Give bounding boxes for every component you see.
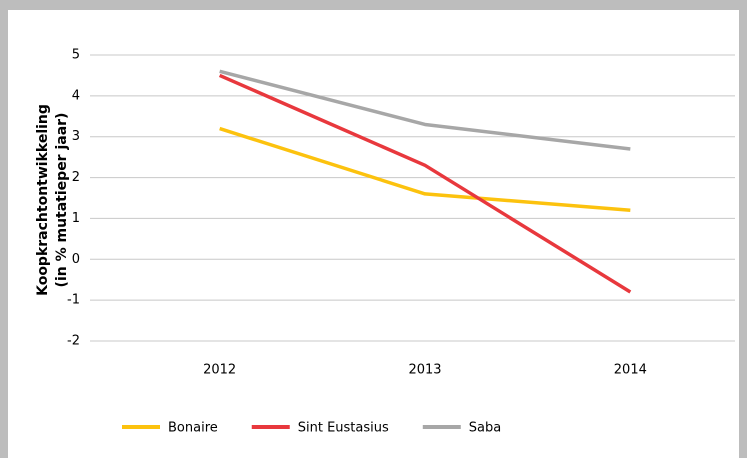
y-axis-label: (in % mutatieper jaar) bbox=[54, 113, 70, 288]
y-tick-label: 2 bbox=[72, 170, 80, 185]
legend-label: Bonaire bbox=[168, 421, 218, 436]
x-tick-label: 2012 bbox=[203, 363, 236, 378]
x-tick-label: 2014 bbox=[614, 363, 647, 378]
y-tick-label: 0 bbox=[72, 252, 80, 267]
y-axis-label: Koopkrachtontwikkeling bbox=[35, 104, 51, 296]
frame-left bbox=[0, 0, 8, 458]
series-line bbox=[219, 69, 631, 151]
frame-right bbox=[739, 0, 747, 458]
frame-top bbox=[0, 0, 747, 10]
y-tick-label: 5 bbox=[72, 48, 80, 63]
series-line bbox=[218, 73, 632, 294]
legend-label: Saba bbox=[469, 421, 501, 436]
y-tick-label: -1 bbox=[67, 293, 80, 308]
y-tick-label: 4 bbox=[72, 88, 80, 103]
series-line bbox=[219, 126, 631, 213]
legend-label: Sint Eustasius bbox=[298, 421, 389, 436]
y-tick-label: -2 bbox=[67, 334, 80, 349]
y-tick-label: 1 bbox=[72, 211, 80, 226]
x-tick-label: 2013 bbox=[408, 363, 441, 378]
y-tick-label: 3 bbox=[72, 129, 80, 144]
